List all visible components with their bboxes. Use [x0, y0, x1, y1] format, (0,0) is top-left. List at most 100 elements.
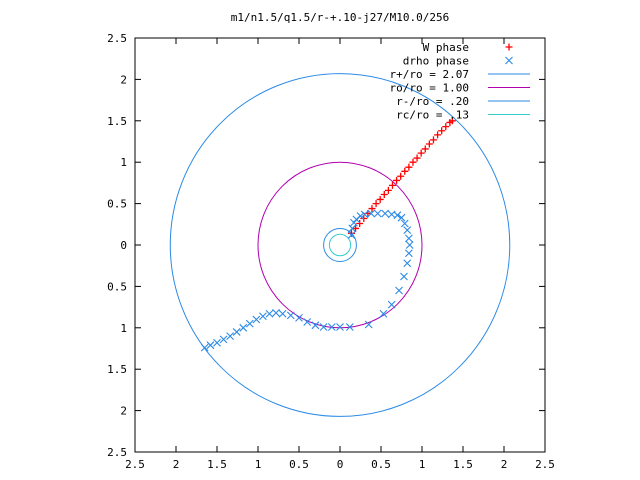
y-tick-label: 1 — [120, 322, 127, 335]
drho-phase-point — [347, 231, 356, 239]
drho-phase-point — [319, 323, 328, 331]
drho-phase-point — [397, 213, 406, 222]
drho-phase-point — [350, 218, 358, 227]
y-tick-label: 0.5 — [107, 198, 127, 211]
legend-w-phase-marker — [505, 43, 513, 51]
x-tick-label: 2.5 — [535, 458, 555, 471]
drho-phase-point — [265, 309, 274, 318]
w-phase-point — [388, 181, 396, 189]
drho-phase-point — [373, 209, 382, 218]
drho-phase-point — [400, 272, 408, 281]
w-phase-point — [372, 200, 380, 208]
drho-phase-point — [387, 300, 396, 309]
w-phase-point — [352, 224, 360, 232]
drho-phase-point — [200, 343, 209, 352]
y-tick-label: 0 — [120, 239, 127, 252]
w-phase-point — [442, 123, 450, 131]
drho-phase-point — [403, 259, 412, 268]
legend-label: rc/ro = .13 — [396, 109, 469, 122]
drho-phase-point — [232, 328, 241, 336]
w-phase-point — [405, 163, 413, 171]
x-tick-label: 0.5 — [371, 458, 391, 471]
w-phase-point — [384, 186, 392, 194]
drho-phase-point — [336, 323, 344, 331]
w-phase-point — [421, 145, 429, 153]
x-tick-label: 2.5 — [125, 458, 145, 471]
drho-phase-point — [404, 249, 413, 258]
plot-frame — [134, 37, 546, 453]
drho-phase-point — [286, 311, 295, 320]
drho-phase-point — [295, 313, 303, 322]
w-phase-point — [438, 127, 446, 135]
y-tick-label: 1.5 — [107, 115, 127, 128]
drho-phase-point — [400, 219, 409, 228]
drho-phase-point — [272, 309, 280, 317]
drho-phase-point — [379, 309, 388, 318]
x-tick-label: 0.5 — [289, 458, 309, 471]
x-tick-label: 1 — [255, 458, 262, 471]
circle-series — [323, 227, 357, 263]
drho-phase-point — [356, 212, 365, 220]
y-tick-label: 2 — [120, 405, 127, 418]
y-tick-label: 1.5 — [107, 363, 127, 376]
radius-circles — [169, 73, 511, 417]
w-phase-point — [397, 172, 405, 180]
y-tick-label: 0.5 — [107, 280, 127, 293]
drho-phase-point — [259, 312, 267, 321]
x-tick-label: 2 — [173, 458, 180, 471]
drho-phase-point — [239, 323, 248, 332]
drho-phase-point — [245, 319, 254, 328]
w-phase-point — [448, 117, 456, 125]
legend-drho-phase-marker — [505, 56, 513, 65]
w-phase-point — [368, 205, 376, 213]
y-tick-label: 2.5 — [107, 32, 127, 45]
legend-label: r+/ro = 2.07 — [390, 68, 469, 81]
drho-phase-point — [219, 335, 228, 344]
drho-phase-point — [345, 323, 354, 331]
y-tick-label: 2 — [120, 73, 127, 86]
drho-phase-point — [327, 323, 336, 331]
drho-phase-point — [213, 338, 221, 347]
drho-phase-point — [206, 341, 215, 350]
x-tick-label: 0 — [337, 458, 344, 471]
drho-phase-point — [403, 226, 412, 234]
drho-phase-point — [311, 321, 320, 330]
x-tick-label: 1 — [419, 458, 426, 471]
drho-phase-point — [405, 241, 414, 249]
drho-phase-point — [303, 318, 312, 326]
drho-phase-point — [278, 309, 287, 318]
w-phase-point — [425, 140, 433, 148]
w-phase-point — [401, 167, 409, 175]
circle-series — [169, 73, 511, 417]
legend-label: W phase — [423, 41, 469, 54]
x-tick-label: 1.5 — [207, 458, 227, 471]
data-points — [200, 117, 456, 352]
x-tick-label: 2 — [501, 458, 508, 471]
w-phase-point — [356, 219, 364, 227]
legend-label: r-/ro = .20 — [396, 95, 469, 108]
w-phase-point — [434, 131, 442, 139]
circle-series — [257, 161, 423, 329]
w-phase-point — [429, 136, 437, 144]
legend-label: drho phase — [403, 55, 469, 68]
drho-phase-point — [364, 320, 373, 329]
x-tick-label: 1.5 — [453, 458, 473, 471]
drho-phase-point — [252, 315, 261, 324]
w-phase-point — [409, 158, 417, 166]
w-phase-point — [376, 195, 384, 203]
chart-title: m1/n1.5/q1.5/r-+.10-j27/M10.0/256 — [231, 11, 450, 24]
w-phase-point — [413, 154, 421, 162]
drho-phase-point — [395, 286, 403, 295]
y-tick-label: 1 — [120, 156, 127, 169]
drho-phase-point — [404, 234, 413, 243]
axis-ticks: 2.5 2 1.5 1 0.5 0 0.5 1 1.5 2 2.5 2.5 2 1.5 1 0.5 0 0.5 1 1… — [107, 32, 555, 471]
w-phase-point — [360, 215, 368, 223]
legend-label: ro/ro = 1.00 — [390, 82, 469, 95]
w-phase-point — [417, 149, 425, 157]
drho-phase-point — [360, 210, 369, 219]
drho-phase-point — [393, 211, 402, 220]
drho-phase-point — [381, 209, 389, 218]
w-phase-point — [380, 190, 388, 198]
